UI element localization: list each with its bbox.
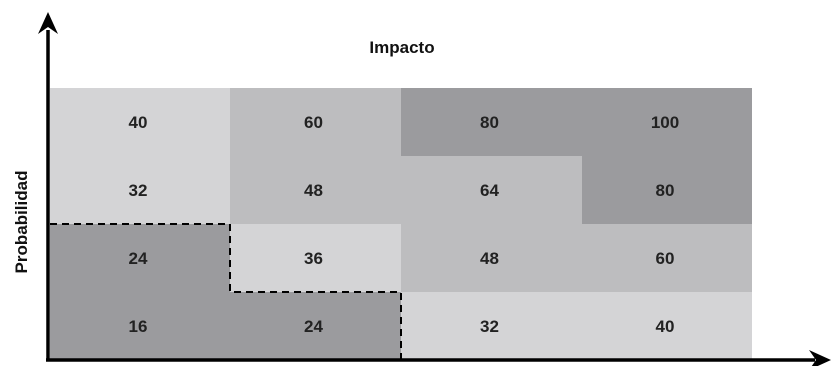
dashed-boundary-line <box>50 223 402 360</box>
matrix-cell <box>230 88 401 156</box>
matrix-cell <box>401 88 582 156</box>
matrix-cell <box>230 292 401 360</box>
cell-value: 48 <box>304 181 323 200</box>
y-axis-label: Probabilidad <box>12 171 31 274</box>
x-axis-label: Impacto <box>369 38 434 57</box>
cell-value: 24 <box>304 317 323 336</box>
matrix-cell <box>401 156 582 224</box>
y-axis-arrowhead <box>38 12 58 34</box>
cell-value: 48 <box>480 249 499 268</box>
cell-value: 64 <box>480 181 499 200</box>
cell-value: 32 <box>480 317 499 336</box>
matrix-cell <box>50 224 230 292</box>
matrix-cell <box>50 156 230 224</box>
matrix-cell <box>582 224 752 292</box>
cell-value: 100 <box>651 113 679 132</box>
cell-value: 36 <box>304 249 323 268</box>
matrix-cell <box>401 292 582 360</box>
cell-value: 60 <box>304 113 323 132</box>
x-axis <box>46 350 831 366</box>
cell-value: 80 <box>656 181 675 200</box>
cell-value: 80 <box>480 113 499 132</box>
x-axis-arrowhead <box>809 350 831 366</box>
cell-value: 16 <box>129 317 148 336</box>
cell-value: 32 <box>129 181 148 200</box>
y-axis <box>38 12 58 361</box>
matrix-cell <box>50 88 230 156</box>
matrix-cells: 40 60 80 100 32 48 64 80 24 36 48 60 16 24 32 40 <box>50 88 752 360</box>
matrix-cell <box>230 156 401 224</box>
matrix-cell <box>582 156 752 224</box>
cell-value: 60 <box>656 249 675 268</box>
cell-value: 40 <box>656 317 675 336</box>
cell-value: 24 <box>129 249 148 268</box>
matrix-cell <box>582 292 752 360</box>
matrix-cell <box>401 224 582 292</box>
cell-value: 40 <box>129 113 148 132</box>
matrix-cell <box>582 88 752 156</box>
matrix-cell <box>230 224 401 292</box>
matrix-cell <box>50 292 230 360</box>
